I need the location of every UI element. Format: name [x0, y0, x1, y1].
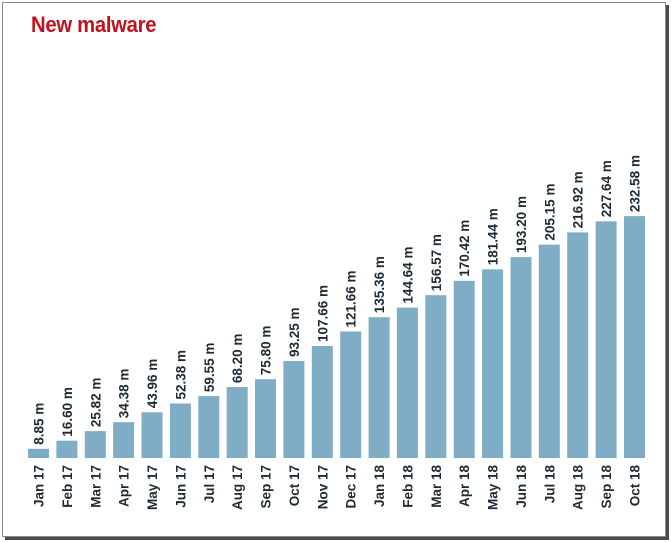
bar-aug-18 — [567, 232, 589, 458]
category-label: Jun 17 — [173, 465, 188, 508]
category-label: May 18 — [486, 465, 501, 511]
data-label: 170.42 m — [457, 220, 472, 277]
category-label: Jul 18 — [542, 465, 557, 504]
bar-jun-17 — [169, 403, 191, 458]
chart-title: New malware — [31, 12, 157, 37]
data-label: 93.25 m — [287, 307, 302, 357]
data-label: 59.55 m — [202, 343, 217, 393]
data-label: 8.85 m — [32, 403, 47, 445]
category-label: Aug 17 — [230, 465, 245, 510]
bar-mar-18 — [425, 295, 447, 458]
data-label: 16.60 m — [60, 387, 75, 437]
bar-jan-18 — [368, 317, 390, 458]
category-label: Dec 17 — [344, 465, 359, 509]
category-label: Feb 18 — [400, 465, 415, 508]
bar-apr-18 — [453, 280, 475, 458]
bar-mar-17 — [84, 431, 106, 458]
category-label: Feb 17 — [60, 465, 75, 508]
category-label: Sep 18 — [599, 465, 614, 509]
data-label: 52.38 m — [173, 350, 188, 400]
bar-dec-17 — [340, 331, 362, 458]
bar-oct-18 — [624, 216, 645, 458]
bar-jan-17 — [28, 448, 49, 458]
data-label: 227.64 m — [599, 160, 614, 217]
category-label: Oct 17 — [287, 465, 302, 506]
data-label: 193.20 m — [514, 196, 529, 253]
category-label: Oct 18 — [628, 465, 643, 507]
data-label: 144.64 m — [400, 247, 415, 304]
data-label: 43.96 m — [145, 359, 160, 409]
category-label: Jan 17 — [32, 465, 47, 507]
category-label: Sep 17 — [259, 465, 274, 509]
bar-oct-17 — [283, 361, 305, 458]
data-label: 232.58 m — [628, 155, 643, 212]
bar-sep-18 — [595, 221, 617, 458]
data-label: 135.36 m — [372, 256, 387, 313]
data-label: 34.38 m — [117, 369, 132, 419]
category-label: Apr 17 — [117, 465, 132, 507]
category-label: May 17 — [145, 465, 160, 510]
data-label: 156.57 m — [429, 234, 444, 291]
category-label: Aug 18 — [571, 465, 586, 511]
data-label: 216.92 m — [571, 171, 586, 228]
data-label: 68.20 m — [230, 334, 245, 384]
bar-nov-17 — [311, 346, 333, 458]
data-label: 121.66 m — [344, 270, 359, 327]
bar-may-18 — [482, 269, 504, 458]
bar-feb-17 — [56, 440, 78, 458]
category-label: Apr 18 — [457, 465, 472, 508]
data-label: 181.44 m — [486, 208, 501, 265]
bar-apr-17 — [113, 422, 135, 458]
bar-aug-17 — [226, 387, 248, 458]
data-label: 75.80 m — [259, 326, 274, 376]
data-label: 25.82 m — [88, 378, 103, 428]
category-label: Jul 17 — [202, 465, 217, 503]
data-label: 205.15 m — [542, 184, 557, 241]
data-label: 107.66 m — [315, 285, 330, 342]
category-label: Mar 18 — [429, 465, 444, 508]
category-label: Mar 17 — [88, 465, 103, 508]
bar-jul-18 — [538, 244, 560, 458]
category-label: Jun 18 — [514, 465, 529, 508]
bar-feb-18 — [396, 307, 418, 458]
category-label: Jan 18 — [372, 465, 387, 508]
bar-jun-18 — [510, 257, 532, 458]
bar-sep-17 — [255, 379, 276, 458]
category-label: Nov 17 — [315, 465, 330, 509]
bar-may-17 — [141, 412, 163, 458]
bar-jul-17 — [198, 396, 220, 458]
